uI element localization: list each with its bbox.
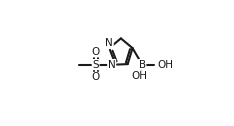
Text: O: O — [91, 47, 100, 57]
Text: O: O — [91, 72, 100, 82]
Text: B: B — [139, 60, 146, 70]
Text: N: N — [108, 60, 116, 70]
Text: OH: OH — [131, 71, 147, 81]
Text: S: S — [92, 60, 99, 70]
Text: OH: OH — [157, 60, 173, 70]
Text: N: N — [105, 38, 113, 48]
